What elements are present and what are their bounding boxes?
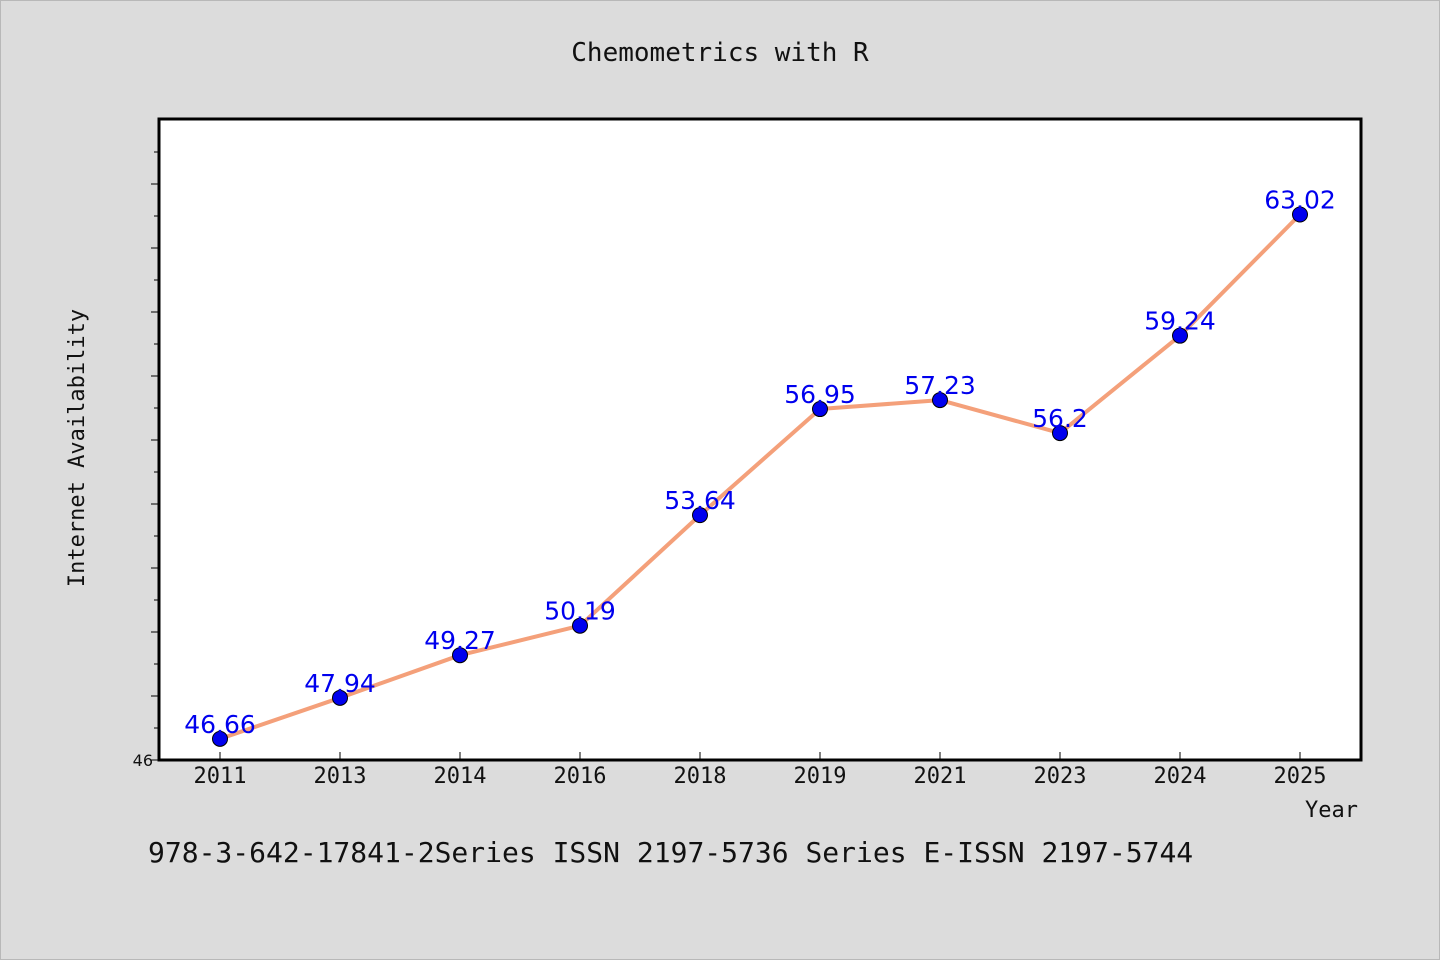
data-point-marker <box>332 689 348 706</box>
data-point-label: 56.95 <box>784 380 856 409</box>
data-point-marker <box>812 401 828 418</box>
x-tick-label: 2024 <box>1154 764 1207 789</box>
plot-area <box>157 117 1363 762</box>
footer-isbn-issn-text: 978-3-642-17841-2Series ISSN 2197-5736 S… <box>148 836 1193 869</box>
data-point-label: 63.02 <box>1264 186 1336 215</box>
x-tick-label: 2023 <box>1034 764 1087 789</box>
data-point-label: 50.19 <box>544 597 616 626</box>
y-axis-label: Internet Availability <box>65 309 90 587</box>
x-tick-label: 2021 <box>914 764 967 789</box>
x-tick-label: 2011 <box>194 764 247 789</box>
data-point-marker <box>212 730 228 747</box>
data-point-marker <box>1172 327 1188 344</box>
x-tick-label: 2016 <box>554 764 607 789</box>
x-tick-label: 2014 <box>434 764 487 789</box>
x-tick-label: 2025 <box>1274 764 1327 789</box>
data-point-label: 47.94 <box>304 669 376 698</box>
series-line <box>218 212 1302 741</box>
data-point-label: 59.24 <box>1144 307 1216 336</box>
data-point-marker <box>572 617 588 634</box>
y-tick-label: 46 <box>133 751 153 770</box>
data-point-marker <box>452 647 468 664</box>
data-point-label: 56.2 <box>1032 404 1088 433</box>
data-point-label: 49.27 <box>424 626 496 655</box>
data-point-label: 46.66 <box>184 710 256 739</box>
chart-title: Chemometrics with R <box>571 38 869 68</box>
x-tick-label: 2019 <box>794 764 847 789</box>
x-tick-label: 2013 <box>314 764 367 789</box>
series-layer: 46.66 47.94 49.27 50.19 53.64 56.95 57.23 56.2 5… <box>184 186 1336 747</box>
data-point-marker <box>1052 425 1068 442</box>
x-axis-ticks: 2011 2013 2014 2016 2018 2019 2021 2023 2024 2025 <box>194 752 1327 789</box>
data-point-marker <box>1292 206 1308 223</box>
data-point-label: 53.64 <box>664 486 736 515</box>
x-axis-label: Year <box>1305 798 1358 823</box>
data-point-marker <box>932 392 948 409</box>
x-tick-label: 2018 <box>674 764 727 789</box>
data-point-label: 57.23 <box>904 371 976 400</box>
y-axis-ticks: 46 <box>133 151 159 770</box>
data-point-marker <box>692 507 708 524</box>
